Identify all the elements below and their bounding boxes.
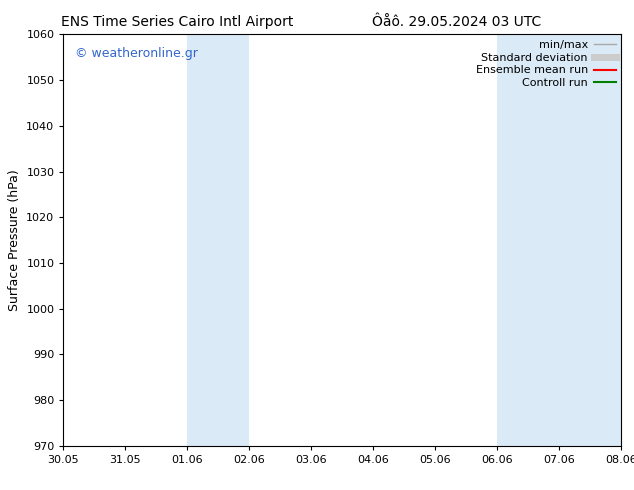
Text: ENS Time Series Cairo Intl Airport: ENS Time Series Cairo Intl Airport <box>61 15 294 29</box>
Text: © weatheronline.gr: © weatheronline.gr <box>75 47 197 60</box>
Text: Ôåô. 29.05.2024 03 UTC: Ôåô. 29.05.2024 03 UTC <box>372 15 541 29</box>
Bar <box>188 34 249 446</box>
Y-axis label: Surface Pressure (hPa): Surface Pressure (hPa) <box>8 169 21 311</box>
Bar <box>497 34 621 446</box>
Legend: min/max, Standard deviation, Ensemble mean run, Controll run: min/max, Standard deviation, Ensemble me… <box>472 37 619 92</box>
